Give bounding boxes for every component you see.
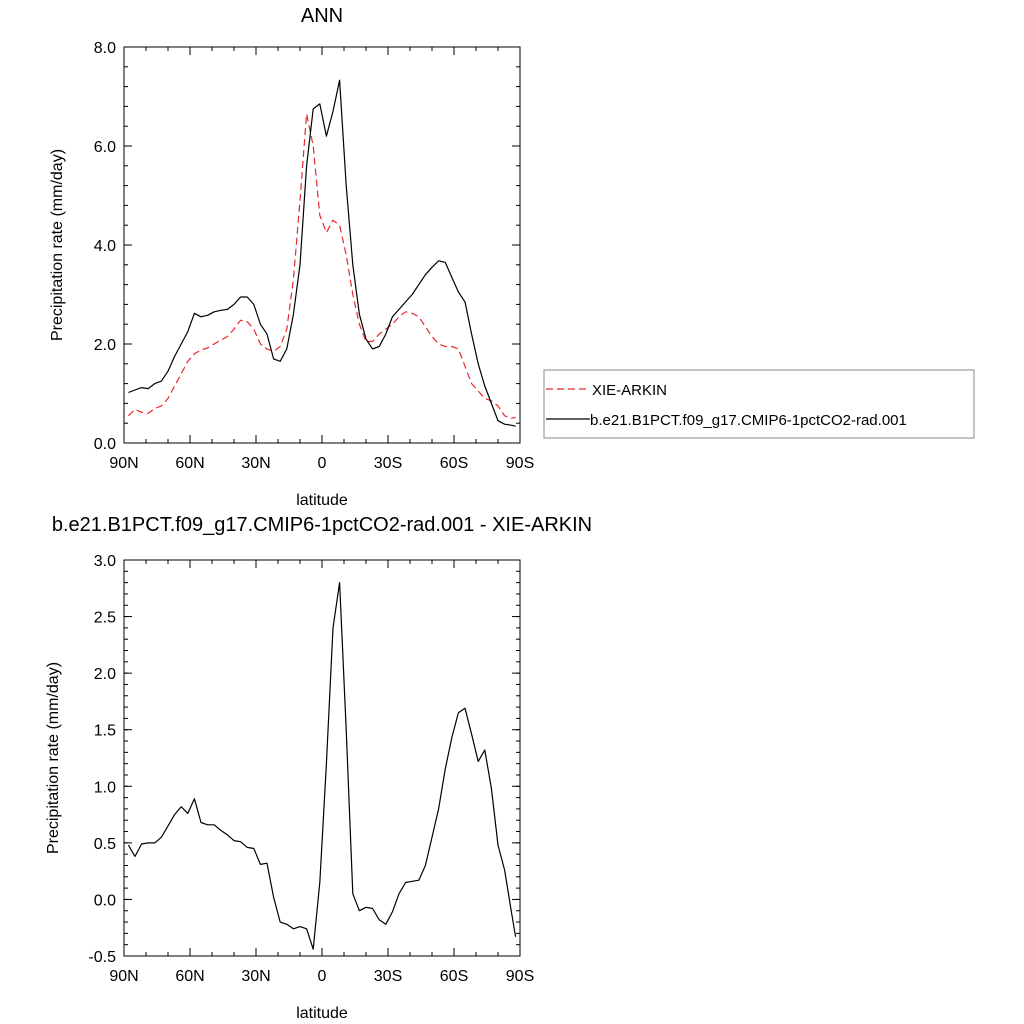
top-x-tick-label: 0 (318, 455, 327, 472)
top-series-line-1 (128, 79, 516, 427)
top-x-tick-label: 60N (175, 455, 204, 472)
bottom-x-tick-label: 30N (241, 968, 270, 985)
bottom-x-tick-label: 60N (175, 968, 204, 985)
top-x-tick-label: 30S (374, 455, 402, 472)
top-chart-title: ANN (301, 5, 343, 27)
legend-box (543, 369, 975, 439)
bottom-x-axis-label: latitude (296, 1005, 348, 1022)
top-x-axis-label: latitude (296, 492, 348, 509)
top-axis-ticks: 90N 60N 30N 0 30S 60S 90S 0.0 2.0 4.0 6.0 8.0 (94, 40, 534, 472)
bottom-y-axis-label: Precipitation rate (mm/day) (45, 662, 62, 854)
bottom-x-tick-label: 90N (109, 968, 138, 985)
top-plot-frame (123, 46, 521, 444)
bottom-chart-title: b.e21.B1PCT.f09_g17.CMIP6-1pctCO2-rad.00… (52, 514, 592, 536)
bottom-x-tick-label: 60S (440, 968, 468, 985)
top-x-tick-label: 30N (241, 455, 270, 472)
bottom-y-tick-label: 1.5 (94, 723, 116, 740)
top-y-tick-label: 0.0 (94, 436, 116, 453)
top-x-tick-label: 90N (109, 455, 138, 472)
top-series-layer (127, 79, 516, 427)
bottom-y-tick-label: -0.5 (88, 949, 116, 966)
bottom-y-tick-label: 0.5 (94, 836, 116, 853)
top-y-tick-label: 4.0 (94, 238, 116, 255)
top-y-tick-label: 8.0 (94, 40, 116, 57)
bottom-series-line-0 (127, 581, 517, 950)
top-x-tick-label: 90S (506, 455, 534, 472)
top-x-tick-label: 60S (440, 455, 468, 472)
top-panel: ANN 90N 60N 30N 0 30S 60S 90S 0.0 2.0 4.0 6.0 8.0 l… (49, 5, 534, 509)
legend: XIE-ARKIN b.e21.B1PCT.f09_g17.CMIP6-1pct… (543, 369, 975, 439)
bottom-axis-ticks: 90N 60N 30N 0 30S 60S 90S -0.5 0.0 0.5 1.0 1.5 2.0 2.… (88, 553, 534, 985)
top-y-tick-label: 2.0 (94, 337, 116, 354)
legend-label-model: b.e21.B1PCT.f09_g17.CMIP6-1pctCO2-rad.00… (590, 412, 907, 429)
bottom-y-tick-label: 2.0 (94, 666, 116, 683)
bottom-y-tick-label: 2.5 (94, 610, 116, 627)
top-series-line-0 (127, 113, 516, 419)
bottom-x-tick-label: 0 (318, 968, 327, 985)
top-y-axis-label: Precipitation rate (mm/day) (49, 149, 66, 341)
bottom-x-tick-label: 90S (506, 968, 534, 985)
bottom-plot-frame (123, 559, 521, 957)
bottom-series-layer (127, 581, 517, 950)
bottom-y-tick-label: 1.0 (94, 779, 116, 796)
legend-label-xie-arkin: XIE-ARKIN (592, 382, 667, 399)
bottom-y-tick-label: 3.0 (94, 553, 116, 570)
bottom-x-tick-label: 30S (374, 968, 402, 985)
bottom-y-tick-label: 0.0 (94, 892, 116, 909)
bottom-panel: b.e21.B1PCT.f09_g17.CMIP6-1pctCO2-rad.00… (45, 514, 592, 1022)
top-y-tick-label: 6.0 (94, 139, 116, 156)
